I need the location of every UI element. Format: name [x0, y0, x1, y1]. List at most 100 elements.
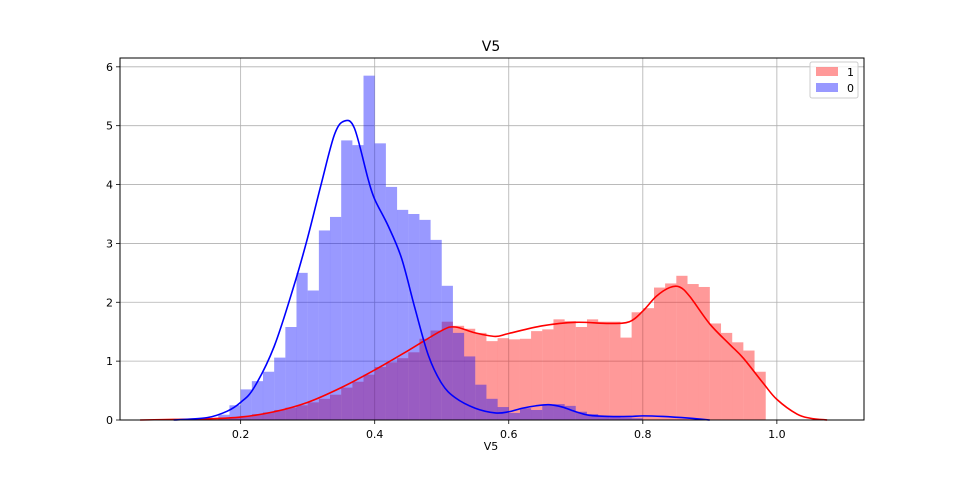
bar-series-0	[296, 272, 308, 420]
bar-series-0	[586, 414, 599, 420]
bar-series-1	[721, 332, 733, 420]
bar-series-0	[464, 356, 476, 420]
bar-series-1	[531, 331, 543, 420]
x-axis-label: V5	[484, 440, 499, 453]
bar-series-1	[419, 338, 431, 420]
bar-series-0	[240, 389, 252, 420]
y-tick-label: 4	[106, 179, 113, 192]
bar-series-0	[419, 219, 431, 420]
y-tick-label: 3	[106, 237, 113, 250]
bar-series-0	[497, 407, 509, 420]
bar-series-1	[620, 337, 632, 420]
x-tick-label: 1.0	[768, 428, 786, 441]
bar-series-0	[508, 412, 520, 420]
bar-series-1	[363, 374, 375, 420]
bar-series-0	[598, 415, 610, 420]
bar-series-1	[732, 342, 744, 420]
bar-series-0	[609, 417, 621, 420]
bar-series-1	[586, 319, 599, 420]
bar-series-0	[341, 140, 353, 421]
bar-series-0	[430, 239, 442, 420]
bar-series-1	[318, 398, 331, 420]
axes: 0.2 0.4 0.6 0.8 1.0 0 1 2 3 4 5 6	[106, 61, 786, 441]
bar-series-1	[754, 371, 766, 420]
bar-series-1	[374, 367, 386, 420]
legend-label-series-1: 1	[847, 66, 854, 79]
bar-series-1	[687, 284, 699, 420]
bar-series-0	[553, 404, 565, 420]
bar-series-1	[452, 325, 465, 420]
bar-series-0	[441, 285, 453, 420]
bar-series-1	[262, 412, 275, 420]
bar-series-1	[240, 415, 252, 420]
grid	[120, 58, 864, 421]
bar-series-1	[385, 362, 398, 420]
bar-series-0	[318, 230, 331, 420]
x-tick-label: 0.8	[634, 428, 652, 441]
legend-label-series-0: 0	[847, 82, 854, 95]
bar-series-0	[251, 381, 264, 420]
legend: 1 0	[809, 61, 859, 99]
bar-series-0	[620, 417, 632, 420]
bar-series-1	[229, 417, 241, 420]
bar-series-1	[441, 321, 453, 420]
bar-series-0	[408, 213, 420, 420]
bar-series-1	[486, 341, 498, 420]
bar-series-0	[542, 405, 554, 420]
x-tick-label: 0.2	[232, 428, 250, 441]
y-tick-label: 2	[106, 296, 113, 309]
bar-series-1	[665, 283, 677, 420]
plot-frame	[119, 57, 865, 421]
kde-line-series-1	[140, 285, 828, 421]
bar-series-1	[542, 329, 554, 420]
bar-series-1	[408, 352, 420, 420]
bar-series-0	[285, 326, 297, 420]
bar-series-0	[385, 186, 398, 420]
bar-series-1	[508, 339, 520, 420]
bar-series-0	[329, 216, 342, 420]
bar-series-0	[374, 143, 386, 420]
y-tick-label: 0	[106, 414, 113, 427]
y-tick-label: 5	[106, 120, 113, 133]
bar-series-1	[341, 387, 353, 420]
bar-series-1	[519, 338, 532, 420]
bar-series-0	[229, 405, 241, 420]
kde-curves	[140, 119, 828, 421]
bar-series-0	[307, 290, 319, 420]
bar-series-1	[296, 405, 308, 420]
bar-series-1	[575, 326, 587, 420]
bar-series-0	[262, 371, 275, 420]
y-tick-label: 6	[106, 61, 113, 74]
bar-series-1	[654, 287, 666, 420]
x-tick-label: 0.6	[500, 428, 518, 441]
bar-series-1	[475, 332, 487, 420]
bar-series-1	[609, 321, 621, 420]
bar-series-0	[475, 384, 487, 420]
legend-box	[809, 61, 859, 99]
bar-series-1	[676, 275, 688, 420]
legend-swatch-series-1	[816, 67, 838, 76]
y-tick-label: 1	[106, 355, 113, 368]
bar-series-0	[274, 357, 286, 420]
bar-series-1	[285, 407, 297, 420]
bar-series-1	[698, 286, 710, 420]
bar-series-0	[519, 408, 532, 420]
bar-series-1	[553, 319, 565, 420]
kde-line-series-0	[173, 119, 710, 421]
bar-series-0	[486, 398, 498, 420]
bar-series-1	[631, 312, 643, 420]
bar-series-1	[251, 414, 264, 420]
bar-series-0	[352, 145, 364, 420]
chart-title: V5	[482, 39, 500, 55]
bar-series-0	[575, 411, 587, 420]
bar-series-0	[631, 418, 643, 420]
legend-swatch-series-0	[816, 83, 838, 92]
x-tick-label: 0.4	[366, 428, 384, 441]
bar-series-0	[363, 75, 375, 420]
bar-series-1	[397, 358, 409, 420]
bar-series-1	[352, 381, 364, 420]
bar-series-1	[743, 350, 755, 420]
